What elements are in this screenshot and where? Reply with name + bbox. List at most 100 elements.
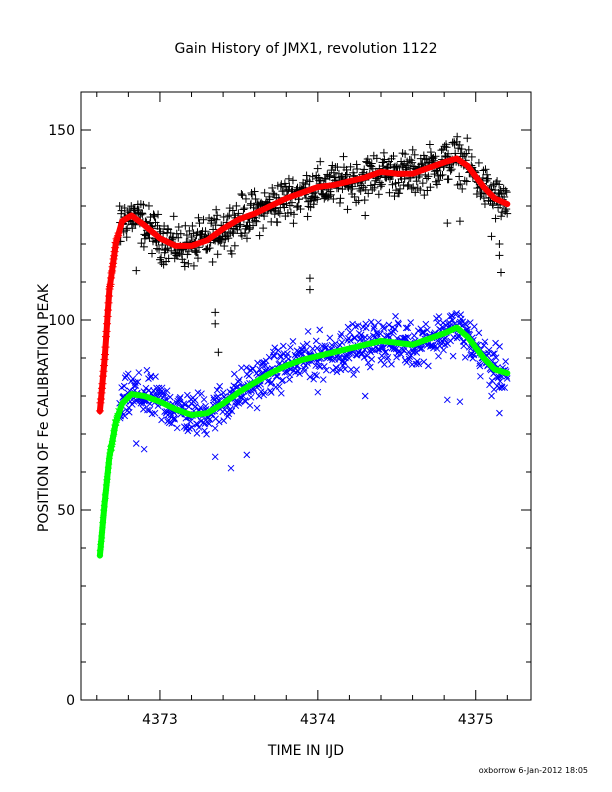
plus-marker — [288, 176, 297, 185]
plus-marker — [480, 200, 489, 209]
cross-marker — [287, 344, 294, 351]
cross-marker — [392, 345, 400, 353]
cross-marker — [135, 369, 143, 376]
plus-marker — [259, 224, 268, 233]
plus-marker — [377, 180, 386, 189]
plus-marker — [122, 226, 131, 235]
cross-marker — [379, 344, 387, 352]
plus-marker — [410, 150, 419, 159]
plus-marker — [140, 234, 149, 243]
cross-marker — [301, 367, 308, 375]
plus-marker — [166, 229, 175, 238]
plus-marker — [483, 174, 492, 183]
cross-marker — [132, 382, 140, 389]
plus-marker — [167, 246, 176, 255]
plus-marker — [209, 225, 218, 234]
cross-marker — [477, 372, 484, 380]
cross-marker — [338, 339, 346, 346]
plus-marker — [306, 196, 315, 205]
plus-marker — [268, 183, 277, 192]
plus-marker — [147, 249, 156, 258]
plus-marker — [313, 195, 322, 204]
plus-marker — [477, 189, 486, 198]
plus-marker — [374, 190, 383, 199]
plus-marker — [132, 266, 141, 275]
plus-marker — [325, 172, 334, 181]
plus-marker — [150, 212, 159, 221]
plus-marker — [368, 185, 377, 194]
cross-marker — [489, 350, 497, 358]
plus-marker — [208, 257, 217, 266]
cross-marker — [495, 373, 502, 380]
plus-marker — [417, 160, 426, 169]
plus-marker — [363, 155, 372, 164]
cross-marker — [416, 345, 424, 353]
cross-marker — [435, 313, 443, 320]
plus-marker — [174, 233, 183, 242]
cross-marker — [488, 377, 496, 385]
plus-marker — [416, 186, 425, 195]
plus-marker — [195, 219, 204, 228]
plus-marker — [220, 242, 229, 251]
cross-marker — [211, 453, 219, 461]
cross-marker — [365, 334, 373, 341]
plus-marker — [122, 233, 131, 242]
cross-marker — [322, 366, 330, 374]
cross-marker — [266, 387, 274, 395]
plus-marker — [150, 211, 159, 220]
cross-marker — [404, 324, 412, 332]
plus-marker — [364, 189, 373, 198]
plus-marker — [446, 166, 455, 175]
plus-marker — [247, 199, 256, 208]
plus-marker — [252, 217, 261, 226]
plus-marker — [497, 268, 505, 277]
cross-marker — [203, 430, 210, 438]
cross-marker — [163, 387, 171, 395]
plus-marker — [495, 251, 504, 260]
cross-marker — [367, 318, 375, 326]
x-axis-ticks: 4373 4374 4375 — [96, 92, 508, 728]
plus-marker — [305, 177, 314, 186]
cross-marker — [224, 412, 232, 420]
cross-marker — [333, 368, 341, 376]
cross-marker — [370, 325, 378, 332]
cross-marker — [132, 440, 140, 447]
trend-line — [96, 324, 511, 559]
cross-marker — [381, 361, 388, 368]
cross-marker — [276, 352, 284, 360]
plus-marker — [495, 240, 504, 248]
cross-marker — [388, 360, 395, 368]
plus-marker — [411, 188, 420, 197]
plus-marker — [474, 158, 483, 167]
plus-marker — [463, 134, 472, 143]
plus-marker — [434, 176, 443, 185]
plus-marker — [233, 225, 242, 234]
cross-marker — [321, 344, 329, 352]
plus-marker — [326, 187, 335, 196]
plus-marker — [284, 174, 293, 183]
cross-marker — [496, 343, 503, 350]
plus-marker — [305, 285, 314, 294]
cross-marker — [405, 355, 413, 363]
plus-marker — [341, 172, 350, 181]
plus-marker — [273, 218, 282, 227]
plus-marker — [240, 204, 249, 213]
cross-marker — [350, 371, 357, 378]
data-marks — [95, 132, 512, 557]
plus-marker — [464, 145, 473, 154]
cross-marker — [140, 405, 147, 413]
cross-marker — [361, 392, 369, 400]
cross-marker — [280, 342, 287, 350]
plus-marker — [350, 192, 359, 201]
plus-marker — [255, 231, 264, 240]
plus-marker — [353, 164, 362, 173]
plus-marker — [326, 190, 335, 199]
y-axis-ticks: 0 50 100 150 — [48, 123, 531, 709]
cross-marker — [501, 384, 509, 392]
cross-marker — [134, 378, 142, 386]
plus-marker — [418, 179, 427, 188]
cross-marker — [314, 388, 322, 396]
plus-marker — [287, 198, 296, 207]
cross-marker — [311, 371, 319, 379]
cross-marker — [422, 320, 430, 328]
